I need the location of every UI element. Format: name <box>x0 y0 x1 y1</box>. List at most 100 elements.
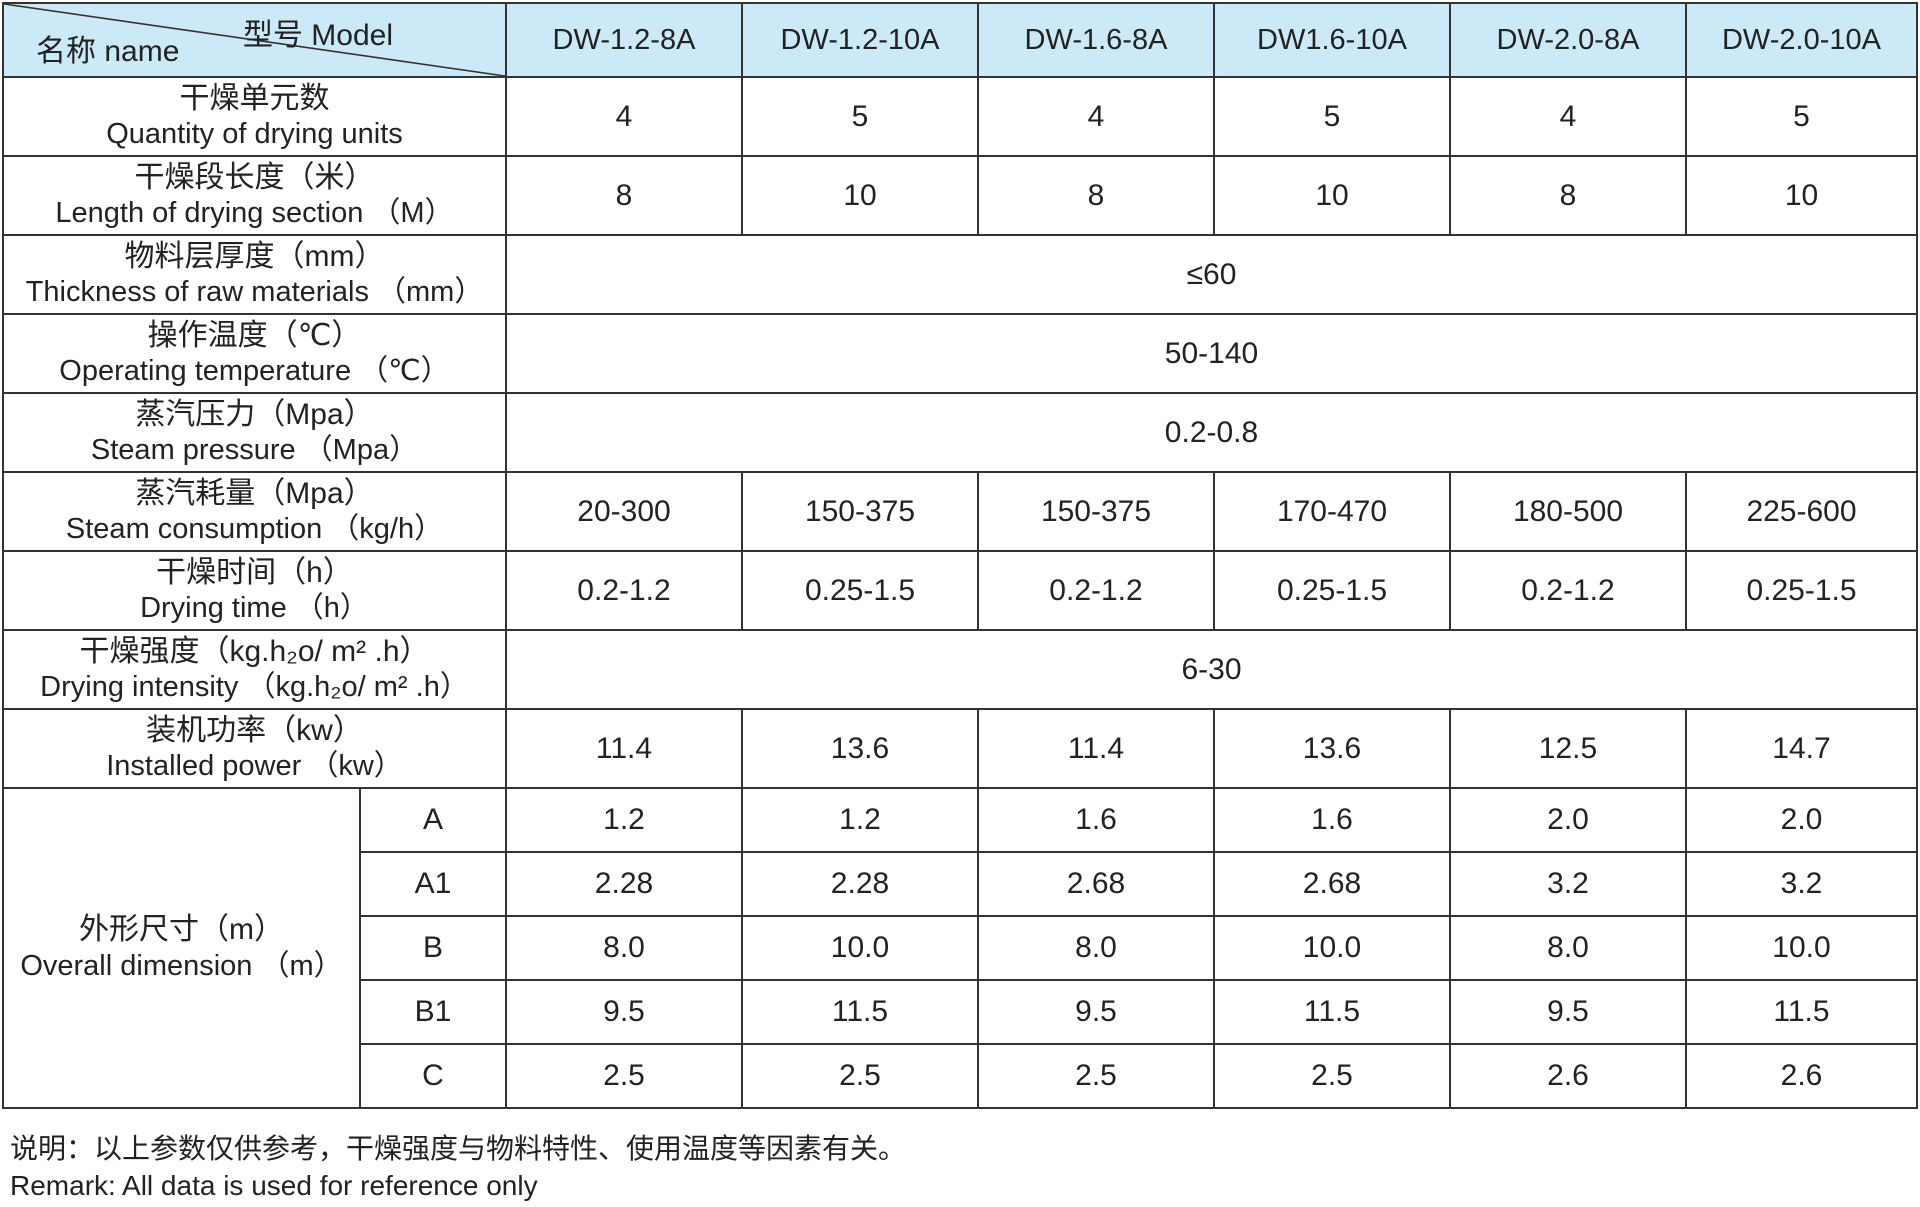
value-cell: 11.4 <box>505 708 743 789</box>
column-header: DW-1.2-8A <box>505 2 743 78</box>
value-cell: 5 <box>741 76 979 157</box>
value-cell: 2.68 <box>977 851 1215 917</box>
value-cell-spanned: ≤60 <box>505 234 1918 315</box>
value-cell: 8 <box>1449 155 1687 236</box>
row-label-en: Length of drying section （M） <box>55 197 454 230</box>
value-cell: 9.5 <box>977 979 1215 1045</box>
row-label-cell: 干燥时间（h） Drying time （h） <box>2 550 507 631</box>
corner-name-label: 名称 name <box>36 35 180 68</box>
table-row: B1 9.5 11.5 9.5 11.5 9.5 11.5 <box>3 979 1918 1045</box>
column-header: DW-1.2-10A <box>741 2 979 78</box>
row-label-zh: 干燥强度（kg.h₂o/ m² .h） <box>79 634 430 668</box>
table-row: 干燥段长度（米） Length of drying section （M） 8 … <box>2 155 1918 236</box>
value-cell: 13.6 <box>741 708 979 789</box>
value-cell: 8.0 <box>977 915 1215 981</box>
value-cell: 8.0 <box>1449 915 1687 981</box>
row-label-cell: 干燥强度（kg.h₂o/ m² .h） Drying intensity （kg… <box>2 629 507 710</box>
header-row: 型号 Model 名称 name DW-1.2-8A DW-1.2-10A DW… <box>2 2 1918 78</box>
table-row: 干燥单元数 Quantity of drying units 4 5 4 5 4… <box>2 76 1918 157</box>
spec-table: 型号 Model 名称 name DW-1.2-8A DW-1.2-10A DW… <box>2 2 1918 1109</box>
row-label-zh: 干燥时间（h） <box>156 555 353 589</box>
row-label-zh: 蒸汽压力（Mpa） <box>135 397 374 431</box>
row-label-cell: 操作温度（℃） Operating temperature （℃） <box>2 313 507 394</box>
value-cell: 2.6 <box>1685 1043 1918 1109</box>
value-cell: 12.5 <box>1449 708 1687 789</box>
dimension-key-cell: B1 <box>359 979 507 1045</box>
value-cell: 2.5 <box>741 1043 979 1109</box>
row-label-en: Steam pressure （Mpa） <box>90 434 419 467</box>
value-cell: 14.7 <box>1685 708 1918 789</box>
table-row: 干燥强度（kg.h₂o/ m² .h） Drying intensity （kg… <box>2 629 1918 710</box>
value-cell: 11.4 <box>977 708 1215 789</box>
value-cell-spanned: 6-30 <box>505 629 1918 710</box>
value-cell: 11.5 <box>1685 979 1918 1045</box>
table-row: C 2.5 2.5 2.5 2.5 2.6 2.6 <box>3 1043 1918 1109</box>
value-cell: 10.0 <box>741 915 979 981</box>
value-cell: 2.28 <box>505 851 743 917</box>
value-cell: 2.5 <box>505 1043 743 1109</box>
diagonal-divider <box>4 4 505 76</box>
value-cell: 180-500 <box>1449 471 1687 552</box>
value-cell: 150-375 <box>977 471 1215 552</box>
row-label-zh: 物料层厚度（mm） <box>124 239 385 273</box>
value-cell: 2.5 <box>1213 1043 1451 1109</box>
value-cell: 9.5 <box>505 979 743 1045</box>
table-row: 外形尺寸（m） Overall dimension （m） A 1.2 1.2 … <box>2 787 1918 1109</box>
value-cell: 4 <box>977 76 1215 157</box>
row-label-cell: 干燥单元数 Quantity of drying units <box>2 76 507 157</box>
value-cell: 10 <box>1213 155 1451 236</box>
remark-text-en: Remark: All data is used for reference o… <box>10 1169 538 1201</box>
row-label-zh: 蒸汽耗量（Mpa） <box>135 476 374 510</box>
row-label-zh: 干燥单元数 <box>179 81 330 115</box>
row-label-zh: 装机功率（kw） <box>146 713 363 747</box>
value-cell: 8 <box>977 155 1215 236</box>
row-label-cell: 蒸汽压力（Mpa） Steam pressure （Mpa） <box>2 392 507 473</box>
row-label-en: Overall dimension （m） <box>20 949 343 982</box>
row-label-en: Operating temperature （℃） <box>59 355 450 388</box>
corner-cell: 型号 Model 名称 name <box>2 2 507 78</box>
value-cell: 2.0 <box>1685 787 1918 853</box>
value-cell: 10.0 <box>1685 915 1918 981</box>
value-cell: 10 <box>1685 155 1918 236</box>
column-header: DW1.6-10A <box>1213 2 1451 78</box>
value-cell: 5 <box>1213 76 1451 157</box>
row-label-cell: 装机功率（kw） Installed power （kw） <box>2 708 507 789</box>
value-cell: 1.2 <box>741 787 979 853</box>
column-header: DW-1.6-8A <box>977 2 1215 78</box>
row-label-en: Drying time （h） <box>140 592 369 625</box>
value-cell: 2.5 <box>977 1043 1215 1109</box>
value-cell: 2.28 <box>741 851 979 917</box>
value-cell: 0.2-1.2 <box>505 550 743 631</box>
table-row: 干燥时间（h） Drying time （h） 0.2-1.2 0.25-1.5… <box>2 550 1918 631</box>
row-label-en: Quantity of drying units <box>106 118 403 151</box>
value-cell: 150-375 <box>741 471 979 552</box>
value-cell: 1.6 <box>1213 787 1451 853</box>
value-cell: 8 <box>505 155 743 236</box>
corner-model-label: 型号 Model <box>242 19 393 52</box>
value-cell: 20-300 <box>505 471 743 552</box>
value-cell: 0.25-1.5 <box>741 550 979 631</box>
value-cell: 3.2 <box>1685 851 1918 917</box>
row-label-cell: 蒸汽耗量（Mpa） Steam consumption （kg/h） <box>2 471 507 552</box>
value-cell: 1.6 <box>977 787 1215 853</box>
value-cell: 1.2 <box>505 787 743 853</box>
column-header: DW-2.0-8A <box>1449 2 1687 78</box>
value-cell: 13.6 <box>1213 708 1451 789</box>
value-cell: 0.2-1.2 <box>1449 550 1687 631</box>
row-label-en: Drying intensity （kg.h₂o/ m² .h） <box>40 671 469 704</box>
row-label-zh: 操作温度（℃） <box>147 318 362 352</box>
value-cell: 0.2-1.2 <box>977 550 1215 631</box>
footer-remark: 说明：以上参数仅供参考，干燥强度与物料特性、使用温度等因素有关。 Remark:… <box>10 1131 1920 1205</box>
value-cell: 8.0 <box>505 915 743 981</box>
row-label-cell: 干燥段长度（米） Length of drying section （M） <box>2 155 507 236</box>
value-cell: 3.2 <box>1449 851 1687 917</box>
value-cell: 2.6 <box>1449 1043 1687 1109</box>
table-row: 物料层厚度（mm） Thickness of raw materials （mm… <box>2 234 1918 315</box>
value-cell: 0.25-1.5 <box>1213 550 1451 631</box>
value-cell: 9.5 <box>1449 979 1687 1045</box>
dimension-key-cell: B <box>359 915 507 981</box>
dimension-label-cell: 外形尺寸（m） Overall dimension （m） <box>2 787 361 1109</box>
row-label-en: Steam consumption （kg/h） <box>65 513 444 546</box>
dimension-key-cell: A <box>359 787 507 853</box>
